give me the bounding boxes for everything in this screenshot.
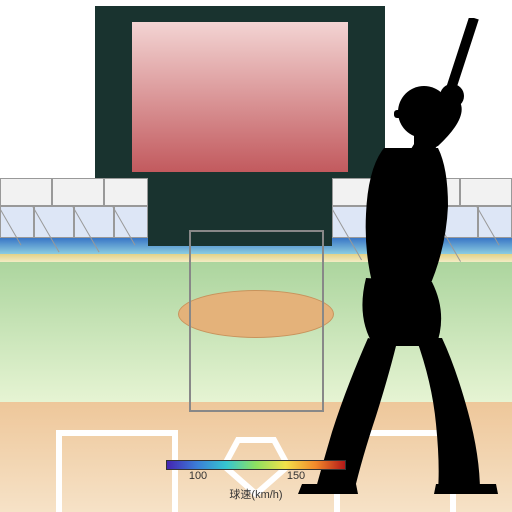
legend-tick: 150: [287, 470, 305, 482]
stand-panel: [0, 178, 52, 206]
batter-box-line: [56, 430, 62, 512]
legend-colorbar: [166, 460, 346, 470]
stand-diag: [0, 206, 34, 238]
legend-ticks: 100 150: [166, 470, 346, 484]
stand-panel: [104, 178, 148, 206]
stand-panel: [52, 178, 104, 206]
legend-label: 球速(km/h): [166, 486, 346, 502]
stand-diag: [114, 206, 148, 238]
stand-diag: [34, 206, 74, 238]
batter-silhouette: [296, 18, 512, 494]
legend-tick: 100: [189, 470, 207, 482]
batter-box-line: [56, 430, 178, 436]
speed-legend: 100 150 球速(km/h): [166, 460, 346, 502]
stand-diag: [74, 206, 114, 238]
